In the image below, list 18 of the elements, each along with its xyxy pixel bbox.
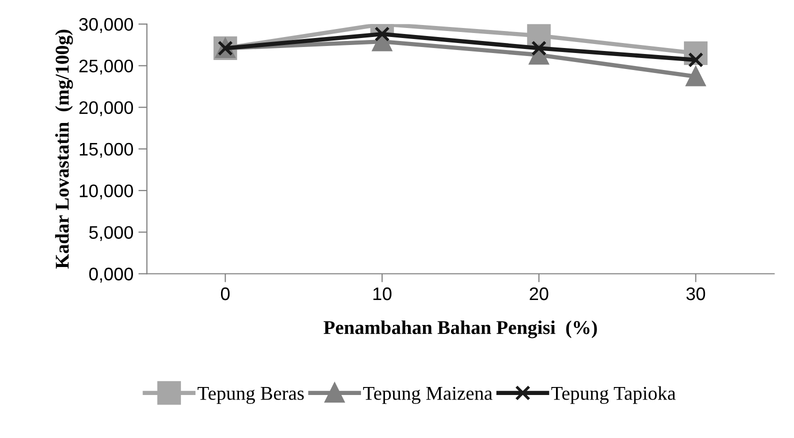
- y-tick-label: 10,000: [80, 184, 133, 200]
- y-tick-label: 20,000: [79, 101, 133, 116]
- x-tick-label: 20: [530, 287, 548, 300]
- y-tick-label: 5,000: [89, 226, 133, 241]
- legend-label: Tepung Beras: [198, 387, 304, 404]
- x-tick-label: 10: [373, 287, 392, 300]
- x-tick-label: 0: [220, 287, 230, 300]
- point: [686, 66, 706, 86]
- y-tick-label: 30,000: [79, 18, 133, 33]
- point: [372, 32, 392, 52]
- y-axis-title: Kadar Lovastatin (mg/100g): [55, 30, 73, 269]
- y-tick-label: 15,000: [80, 142, 133, 158]
- y-tick-label: 25,000: [79, 60, 133, 75]
- x-tick-label: 30: [686, 287, 706, 300]
- legend-label: Tepung Maizena: [363, 386, 492, 404]
- x-axis-title: Penambahan Bahan Pengisi (%): [324, 320, 597, 338]
- y-tick-label: 0,000: [89, 268, 133, 283]
- legend-label: Tepung Tapioka: [551, 386, 676, 404]
